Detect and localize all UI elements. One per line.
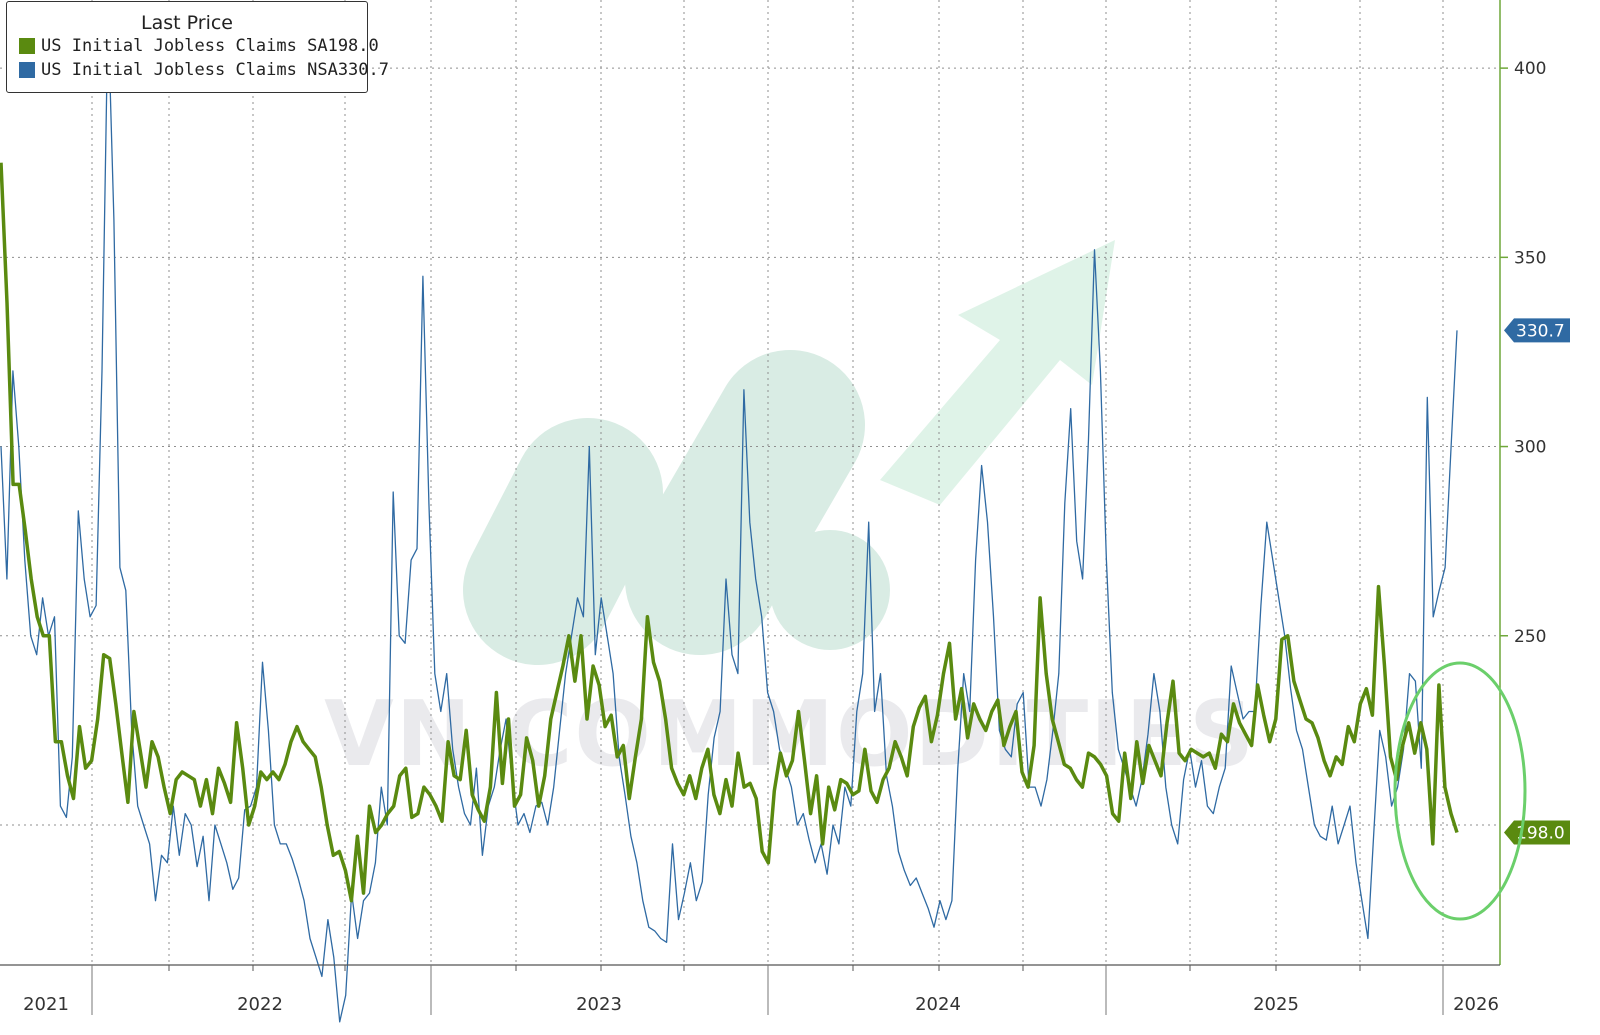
y-tick-label: 300 <box>1514 438 1546 458</box>
y-tick-label: 350 <box>1514 248 1546 268</box>
watermark-logo-icon <box>463 240 1115 665</box>
legend-label-sa: US Initial Jobless Claims SA <box>41 36 328 56</box>
series-layer <box>0 10 1459 1023</box>
watermark: VN COMMODITIES <box>324 240 1254 787</box>
legend: Last Price US Initial Jobless Claims SA … <box>6 1 389 93</box>
y-tick-label: 250 <box>1514 627 1546 647</box>
x-tick-label: 2021 <box>23 994 69 1015</box>
x-tick-label: 2023 <box>576 994 622 1015</box>
x-tick-label: 2024 <box>915 994 961 1015</box>
x-axis: 2021 2022 2023 2024 2025 2026 <box>0 964 1500 1015</box>
legend-value-sa: 198.0 <box>327 36 379 56</box>
legend-title: Last Price <box>141 12 233 34</box>
last-value-label: 198.0 <box>1516 824 1565 844</box>
last-value-tag <box>1504 318 1570 343</box>
series-line-sa <box>0 162 1459 903</box>
y-tick-label: 400 <box>1514 59 1546 79</box>
x-tick-label: 2025 <box>1253 994 1299 1015</box>
last-value-tags: 330.7 198.0 <box>1504 318 1570 845</box>
legend-value-nsa: 330.7 <box>337 60 389 80</box>
legend-label-nsa: US Initial Jobless Claims NSA <box>41 60 338 80</box>
legend-swatch-sa <box>19 38 35 54</box>
legend-swatch-nsa <box>19 62 35 78</box>
highlight-ellipse <box>1393 661 1527 921</box>
legend-item-nsa: US Initial Jobless Claims NSA 330.7 <box>7 58 389 82</box>
x-tick-label: 2026 <box>1453 994 1499 1015</box>
x-tick-label: 2022 <box>237 994 283 1015</box>
y-axis: 250 300 350 400 <box>1499 0 1546 965</box>
legend-item-sa: US Initial Jobless Claims SA 198.0 <box>7 34 379 58</box>
series-line-nsa <box>0 10 1458 1023</box>
last-value-label: 330.7 <box>1516 321 1565 341</box>
